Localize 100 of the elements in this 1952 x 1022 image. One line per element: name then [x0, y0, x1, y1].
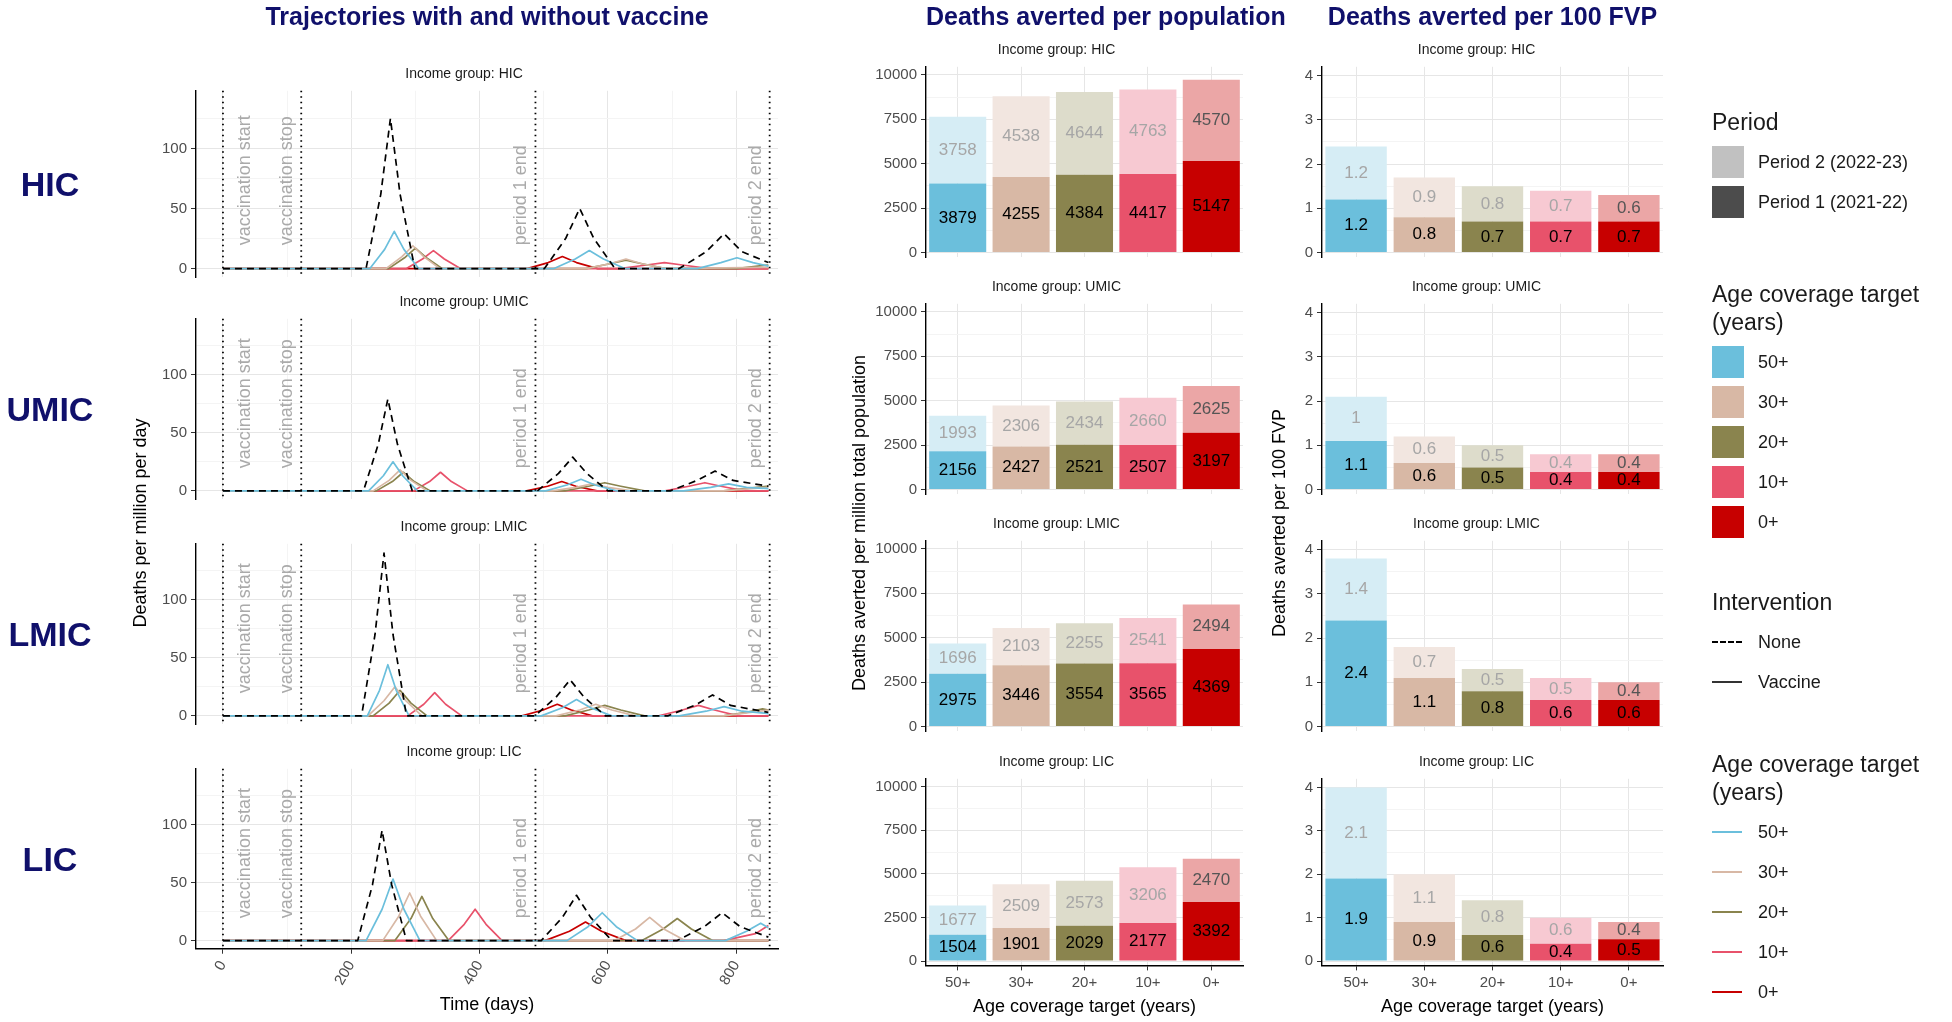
y-tick-label: 100 [161, 364, 187, 382]
chart-title: Deaths averted per 100 FVP [1326, 2, 1659, 31]
ref-line-label: vaccination stop [276, 789, 297, 919]
y-tick-label: 5000 [883, 153, 917, 171]
x-tick-label: 30+ [1411, 972, 1438, 990]
data-label: 2103 [1002, 636, 1041, 656]
data-label: 0.7 [1548, 195, 1573, 215]
chart-subtitle: Income group: LIC [1418, 753, 1535, 770]
y-tick-label: 0 [908, 716, 917, 734]
y-tick-label: 7500 [883, 109, 917, 127]
text: LIC [21, 839, 79, 879]
legend-label: 50+ [1758, 821, 1789, 843]
category-label: 10+ [1758, 471, 1789, 493]
data-label: 1696 [938, 648, 977, 668]
x-tick-label: 200 [330, 957, 358, 988]
y-tick-label: 0 [1304, 479, 1313, 497]
ref-line-label: period 1 end [510, 818, 531, 919]
legend-label: 10+ [1758, 941, 1789, 963]
data-label: 0.4 [1548, 452, 1573, 472]
data-label: 1.1 [1344, 454, 1368, 474]
y-tick-label: 5000 [883, 863, 917, 881]
y-tick-label: 0 [178, 481, 187, 498]
y-tick-label: 0 [1304, 716, 1313, 734]
data-label: 5147 [1192, 196, 1231, 216]
text: LMIC [7, 614, 93, 654]
ref-line-label: vaccination start [233, 115, 254, 246]
y-tick-label: 100 [161, 589, 187, 607]
y-tick-label: 10000 [875, 776, 917, 794]
y-tick-label: 0 [178, 258, 187, 276]
data-label: 3446 [1002, 685, 1041, 705]
text: Intervention [1712, 588, 1833, 616]
data-label: 0.5 [1548, 678, 1573, 698]
data-label: 0.5 [1617, 939, 1641, 959]
y-tick-label: 3 [1304, 584, 1313, 602]
data-label: 0.5 [1480, 467, 1505, 487]
y-tick-label: 0 [908, 479, 917, 497]
ref-line-label: period 2 end [744, 368, 765, 469]
legend-title: Period [1712, 108, 1780, 136]
y-tick-label: 3 [1304, 821, 1313, 839]
legend-label: 20+ [1758, 901, 1789, 923]
data-label: 3565 [1128, 684, 1167, 704]
x-tick-label: 20+ [1479, 972, 1506, 990]
data-label: 3758 [938, 139, 977, 159]
ref-line-label: period 1 end [510, 593, 531, 694]
y-tick-label: 4 [1304, 65, 1313, 83]
ref-line-label: vaccination stop [276, 564, 297, 694]
y-tick-label: 7500 [883, 346, 917, 364]
y-tick-label: 7500 [883, 583, 917, 601]
legend-label: 30+ [1758, 861, 1789, 883]
y-tick-label: 2500 [883, 435, 917, 453]
y-tick-label: 1 [1304, 435, 1313, 453]
y-tick-label: 2 [1304, 154, 1313, 172]
chart-title: Trajectories with and without vaccine [264, 2, 710, 31]
data-label: 1.4 [1344, 579, 1368, 599]
ref-line-label: period 2 end [744, 145, 765, 246]
data-label: 2427 [1002, 457, 1041, 477]
data-label: 0.7 [1548, 226, 1573, 246]
data-label: 1901 [1002, 933, 1041, 953]
category-label: 0+ [1758, 511, 1779, 533]
chart-subtitle: Income group: LIC [406, 743, 522, 760]
y-tick-label: 10000 [875, 538, 917, 556]
y-tick-label: 1 [1304, 907, 1313, 925]
data-label: 0.7 [1412, 652, 1437, 672]
data-label: 2507 [1128, 456, 1167, 476]
ref-line-label: vaccination start [233, 338, 254, 469]
ref-line-label: vaccination stop [276, 116, 297, 246]
y-tick-label: 50 [170, 872, 187, 890]
x-tick-label: 10+ [1547, 972, 1574, 990]
y-tick-label: 2 [1304, 864, 1313, 882]
y-tick-label: 4 [1304, 777, 1313, 795]
x-tick-label: 50+ [944, 972, 971, 990]
category-label: 20+ [1758, 431, 1789, 453]
text: UMIC [5, 389, 95, 429]
data-label: 1504 [938, 937, 977, 957]
y-tick-label: 1 [1304, 198, 1313, 216]
x-tick-label: 20+ [1071, 972, 1098, 990]
text: Period 1 (2021-22) [1758, 191, 1909, 213]
ref-line-label: vaccination start [233, 563, 254, 694]
ref-line-label: period 2 end [744, 593, 765, 694]
y-tick-label: 0 [178, 930, 187, 948]
data-label: 1.1 [1412, 691, 1437, 711]
x-tick-label: 400 [458, 957, 486, 988]
y-tick-label: 10000 [875, 64, 917, 82]
y-tick-label: 0 [1304, 242, 1313, 260]
data-label: 0.4 [1617, 920, 1641, 940]
y-tick-label: 3 [1304, 110, 1313, 128]
x-tick-label: 50+ [1343, 972, 1370, 990]
data-label: 1.2 [1344, 215, 1368, 235]
y-tick-label: 50 [170, 198, 187, 216]
y-tick-label: 0 [908, 242, 917, 260]
chart-subtitle: Income group: LMIC [993, 515, 1120, 532]
chart-subtitle: Income group: UMIC [991, 278, 1122, 295]
data-label: 0.6 [1548, 702, 1573, 722]
data-label: 0.6 [1412, 465, 1437, 485]
data-label: 2521 [1065, 456, 1104, 476]
legend-label: None [1758, 631, 1802, 653]
data-label: 0.6 [1412, 439, 1437, 459]
x-tick-label: 10+ [1135, 972, 1161, 990]
chart-subtitle: Income group: LMIC [1413, 515, 1540, 532]
data-label: 2470 [1192, 870, 1231, 890]
